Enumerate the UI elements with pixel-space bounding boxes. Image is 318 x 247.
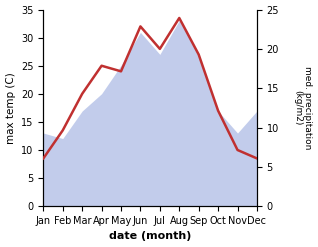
Y-axis label: max temp (C): max temp (C) — [5, 72, 16, 144]
X-axis label: date (month): date (month) — [109, 231, 191, 242]
Y-axis label: med. precipitation
(kg/m2): med. precipitation (kg/m2) — [293, 66, 313, 149]
